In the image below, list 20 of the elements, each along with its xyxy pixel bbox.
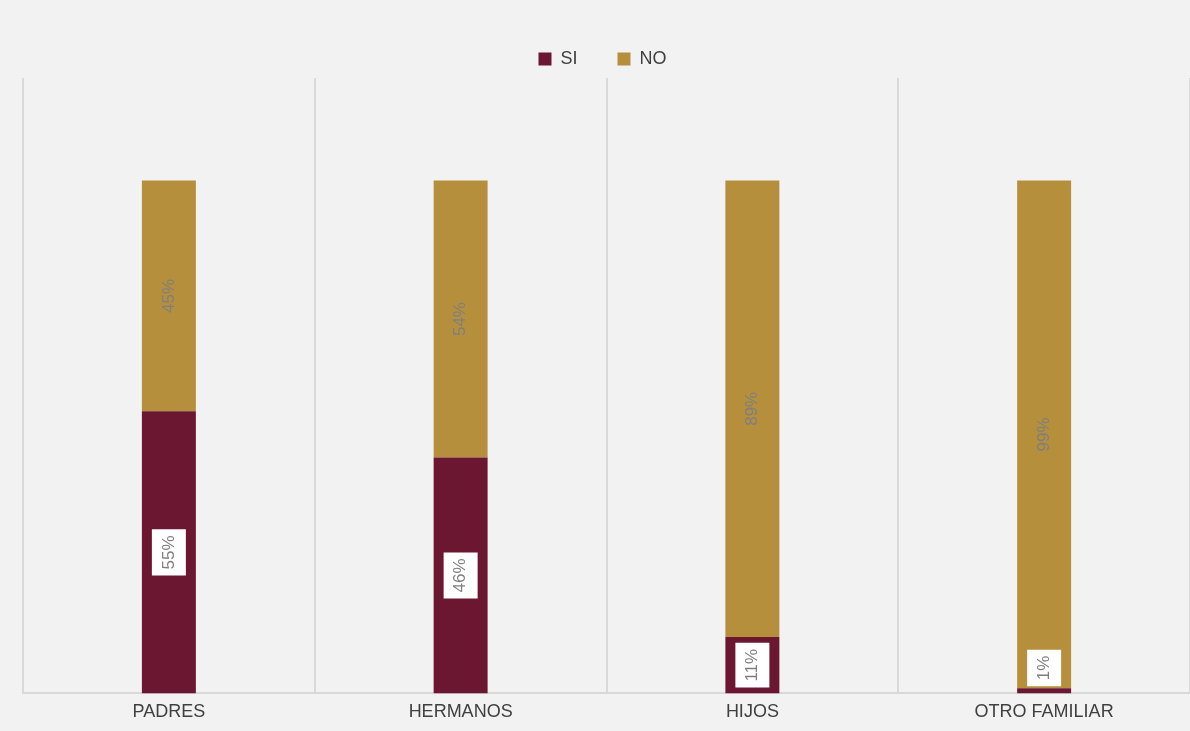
bar (433, 180, 488, 458)
x-tick-label: HIJOS (725, 701, 779, 722)
legend-label: NO (639, 47, 667, 68)
bar (725, 180, 780, 637)
data-label: 89% (742, 391, 762, 426)
data-label: 55% (158, 535, 178, 570)
data-label: 99% (1033, 417, 1053, 452)
data-label: 1% (1033, 655, 1053, 681)
data-label: 11% (742, 648, 762, 682)
legend-label: SI (560, 47, 578, 68)
bar (141, 411, 196, 694)
data-label: 45% (158, 278, 178, 313)
x-tick-label: PADRES (132, 701, 206, 722)
x-tick-label: OTRO FAMILIAR (974, 701, 1114, 722)
bar (1017, 180, 1072, 689)
data-label: 54% (450, 302, 470, 337)
data-label: 46% (450, 558, 470, 593)
bar (1017, 688, 1072, 694)
x-tick-label: HERMANOS (408, 701, 513, 722)
bar (141, 180, 196, 412)
